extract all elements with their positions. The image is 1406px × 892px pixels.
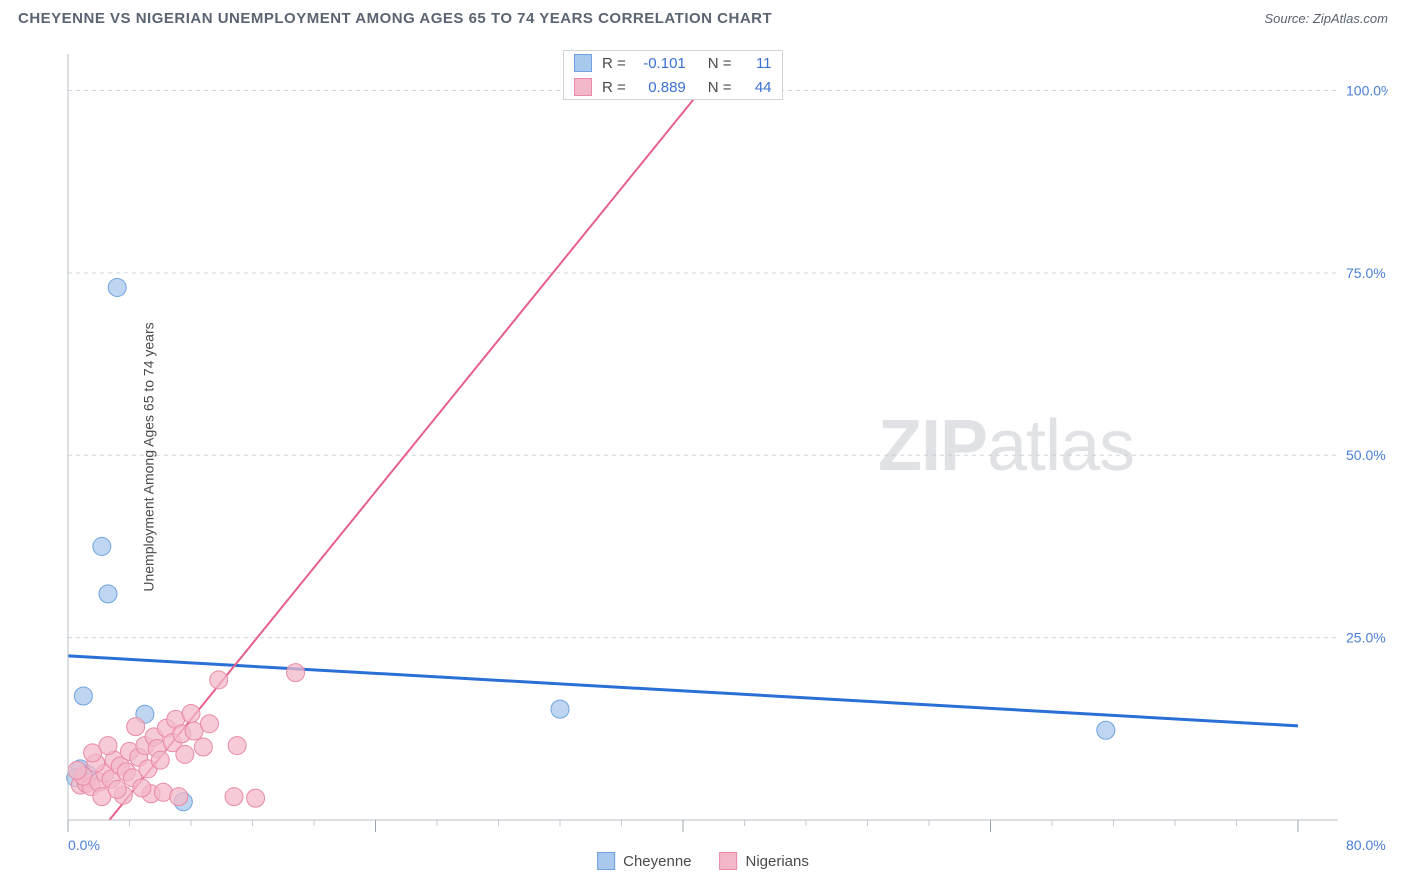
- series-legend-item: Cheyenne: [597, 852, 691, 870]
- data-point: [108, 278, 126, 296]
- r-value: -0.101: [636, 55, 686, 72]
- series-legend-label: Nigerians: [746, 853, 809, 870]
- data-point: [194, 738, 212, 756]
- y-tick-label: 75.0%: [1346, 265, 1386, 281]
- y-tick-label: 100.0%: [1346, 82, 1388, 98]
- legend-swatch: [720, 852, 738, 870]
- watermark: ZIPatlas: [878, 406, 1134, 486]
- series-legend-item: Nigerians: [720, 852, 809, 870]
- data-point: [133, 779, 151, 797]
- y-tick-label: 25.0%: [1346, 630, 1386, 646]
- data-point: [200, 715, 218, 733]
- data-point: [151, 751, 169, 769]
- data-point: [68, 761, 86, 779]
- chart-area: Unemployment Among Ages 65 to 74 years Z…: [18, 40, 1388, 874]
- data-point: [93, 537, 111, 555]
- n-value: 11: [742, 55, 772, 72]
- n-label: N =: [708, 79, 732, 96]
- legend-swatch: [597, 852, 615, 870]
- source-attribution: Source: ZipAtlas.com: [1264, 11, 1388, 26]
- correlation-legend: R = -0.101 N = 11 R = 0.889 N = 44: [563, 50, 783, 100]
- data-point: [228, 737, 246, 755]
- data-point: [210, 671, 228, 689]
- y-tick-label: 50.0%: [1346, 447, 1386, 463]
- data-point: [99, 585, 117, 603]
- series-legend: Cheyenne Nigerians: [597, 852, 809, 870]
- data-point: [99, 737, 117, 755]
- data-point: [247, 789, 265, 807]
- source-name: ZipAtlas.com: [1313, 11, 1388, 26]
- n-label: N =: [708, 55, 732, 72]
- n-value: 44: [742, 79, 772, 96]
- y-axis-label: Unemployment Among Ages 65 to 74 years: [141, 322, 157, 591]
- legend-swatch: [574, 78, 592, 96]
- legend-swatch: [574, 54, 592, 72]
- data-point: [176, 745, 194, 763]
- data-point: [225, 788, 243, 806]
- x-origin-label: 0.0%: [68, 837, 100, 853]
- correlation-legend-row: R = 0.889 N = 44: [564, 75, 782, 99]
- chart-container: CHEYENNE VS NIGERIAN UNEMPLOYMENT AMONG …: [0, 0, 1406, 892]
- source-prefix: Source:: [1264, 11, 1312, 26]
- chart-title: CHEYENNE VS NIGERIAN UNEMPLOYMENT AMONG …: [18, 10, 772, 27]
- data-point: [108, 780, 126, 798]
- r-label: R =: [602, 79, 626, 96]
- chart-svg: ZIPatlas 25.0% 50.0% 75.0% 100.0% 0.0% 80.0%: [18, 40, 1388, 874]
- trendline: [68, 656, 1298, 726]
- data-point: [1097, 721, 1115, 739]
- data-point: [182, 704, 200, 722]
- data-point: [74, 687, 92, 705]
- data-point: [551, 700, 569, 718]
- data-point: [170, 788, 188, 806]
- r-value: 0.889: [636, 79, 686, 96]
- data-point: [287, 664, 305, 682]
- data-point: [127, 718, 145, 736]
- r-label: R =: [602, 55, 626, 72]
- series-legend-label: Cheyenne: [623, 853, 691, 870]
- x-end-label: 80.0%: [1346, 837, 1386, 853]
- correlation-legend-row: R = -0.101 N = 11: [564, 51, 782, 75]
- chart-header: CHEYENNE VS NIGERIAN UNEMPLOYMENT AMONG …: [0, 0, 1406, 35]
